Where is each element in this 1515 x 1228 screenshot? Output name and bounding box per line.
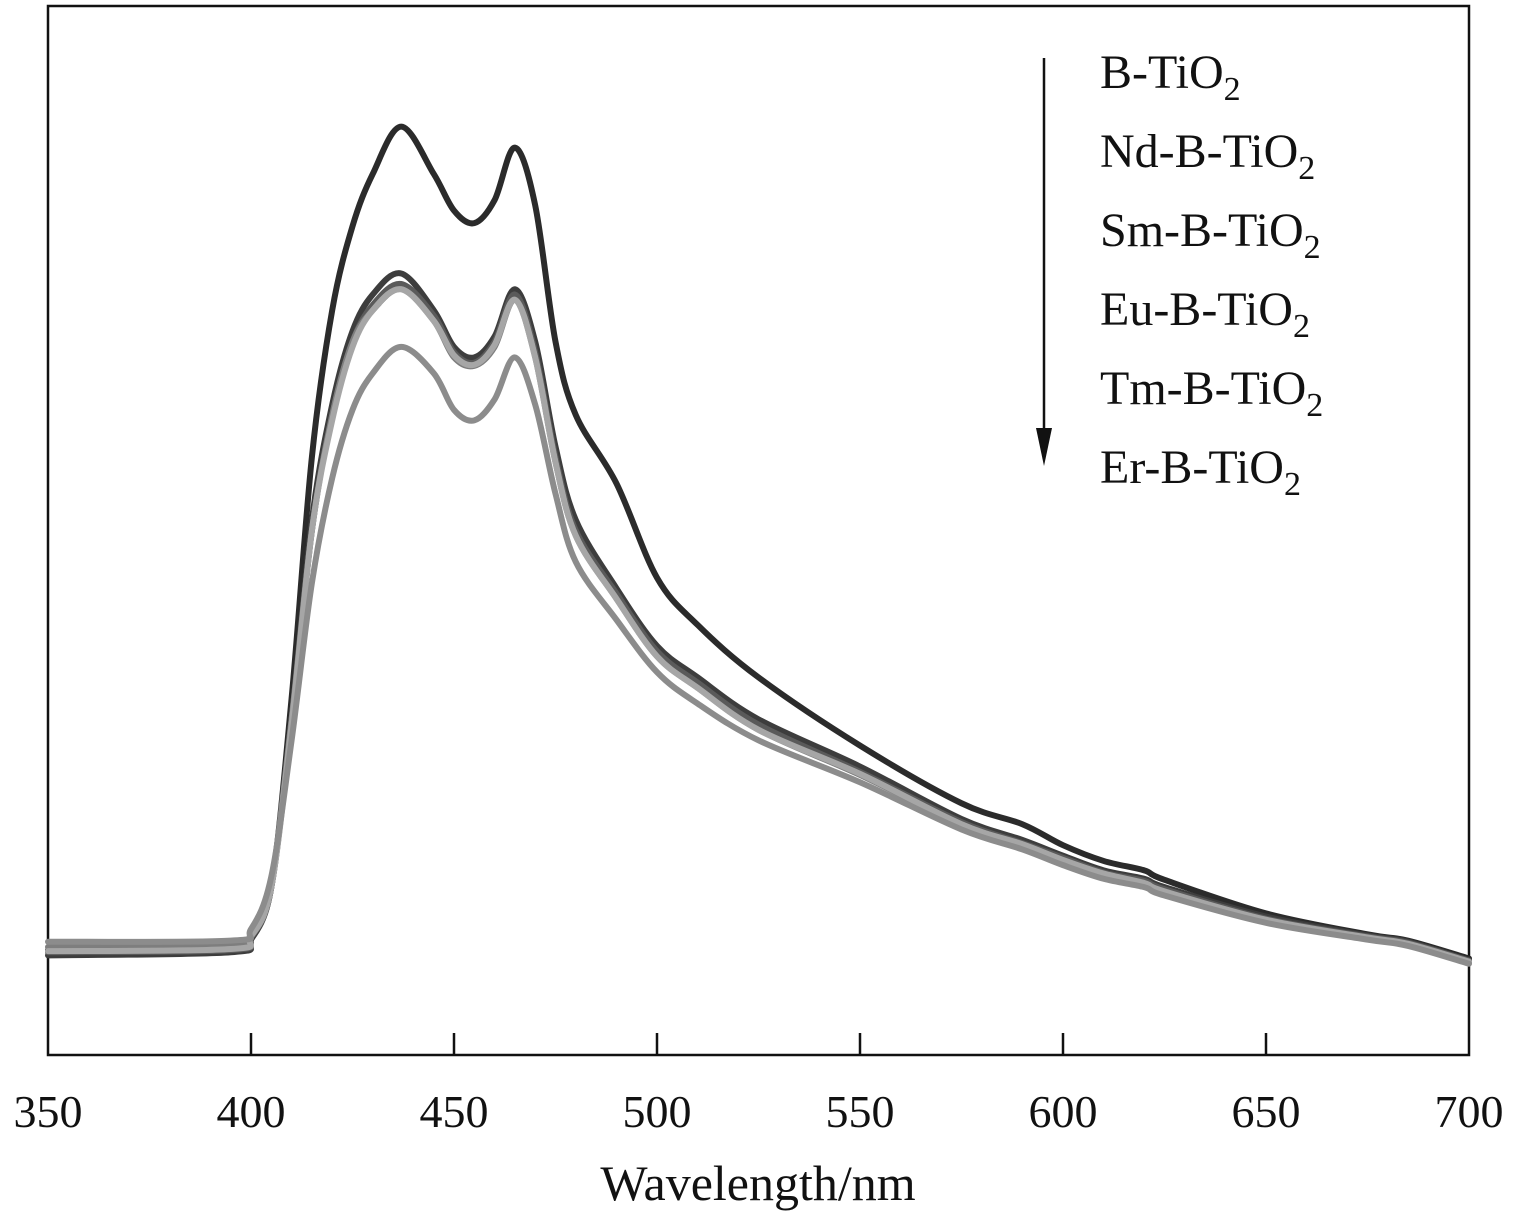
legend-entry-3: Sm-B-TiO2 [1100,204,1321,266]
x-tick-label: 650 [1232,1086,1301,1137]
legend-entry-2: Nd-B-TiO2 [1100,125,1315,187]
x-axis-title: Wavelength/nm [600,1155,915,1211]
legend-entry-6: Er-B-TiO2 [1100,441,1301,503]
x-axis-ticks: 350 400 450 500 550 600 650 700 [14,1033,1504,1137]
x-tick-label: 450 [420,1086,489,1137]
series-layer [45,123,1472,967]
legend-entry-5: Tm-B-TiO2 [1100,362,1323,424]
plot-frame [46,4,1471,1057]
x-tick-label: 600 [1029,1086,1098,1137]
x-tick-label: 500 [623,1086,692,1137]
series-line-5 [45,286,1472,965]
x-tick-label: 400 [217,1086,286,1137]
x-tick-label: 700 [1435,1086,1504,1137]
series-line-6 [45,343,1472,967]
x-tick-label: 350 [14,1086,83,1137]
legend-arrow-head-icon [1036,428,1052,466]
legend-entry-4: Eu-B-TiO2 [1100,283,1310,345]
series-line-1 [45,123,1472,962]
legend-entry-1: B-TiO2 [1100,46,1241,108]
legend: B-TiO2 Nd-B-TiO2 Sm-B-TiO2 Eu-B-TiO2 Tm-B-Ti… [1036,46,1323,503]
x-tick-label: 550 [826,1086,895,1137]
